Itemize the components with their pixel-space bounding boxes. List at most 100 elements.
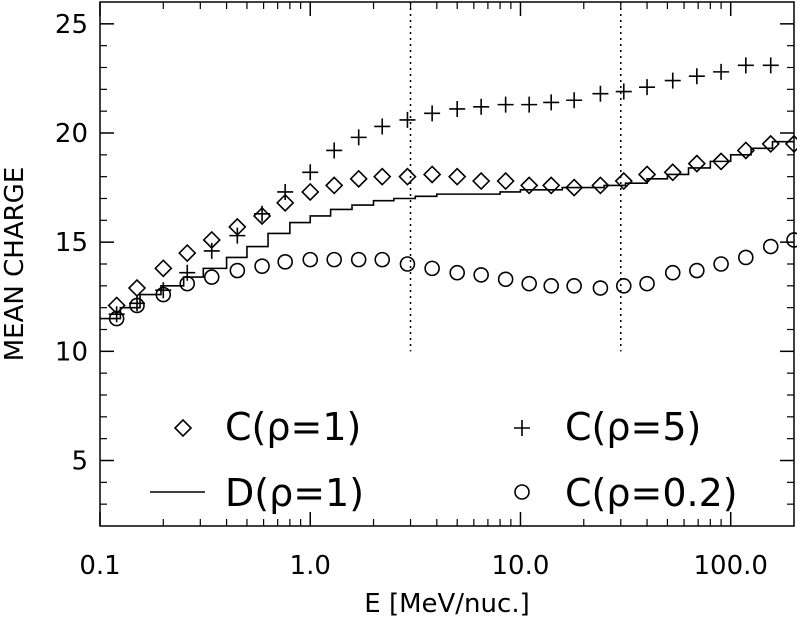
data-point-circle (449, 264, 465, 281)
data-point-diamond (542, 176, 561, 195)
y-tick-label: 25 (55, 10, 88, 40)
data-point-plus (497, 96, 514, 113)
y-tick-label: 15 (55, 228, 88, 258)
data-point-plus (399, 111, 416, 128)
y-tick-label: 5 (71, 447, 88, 477)
data-point-diamond (448, 167, 467, 186)
data-point-plus (277, 183, 294, 200)
data-point-circle (521, 275, 537, 292)
data-point-plus (688, 68, 705, 85)
data-point-plus (543, 94, 560, 111)
legend-circle-marker (514, 484, 530, 500)
legend-plus-marker (514, 420, 530, 436)
data-point-plus (374, 118, 391, 135)
data-point-diamond (325, 176, 344, 195)
data-point-circle (399, 256, 416, 272)
legend-item-c-rho-5: C(ρ=5) (514, 405, 701, 449)
data-point-diamond (614, 171, 633, 191)
data-point-circle (664, 264, 681, 281)
data-point-diamond (127, 278, 147, 298)
data-point-plus (473, 98, 490, 115)
tick-labels: 0.1 1.0 10.0 100.0 5 10 15 20 25 (55, 10, 768, 581)
data-point-diamond (276, 193, 295, 212)
data-point-circle (689, 262, 705, 279)
data-point-circle (543, 278, 559, 294)
y-tick-label: 20 (55, 119, 88, 149)
data-point-plus (566, 92, 583, 109)
data-point-diamond (711, 152, 731, 171)
data-point-plus (229, 227, 246, 244)
data-point-plus (664, 72, 681, 89)
data-point-diamond (520, 176, 539, 195)
data-point-plus (762, 57, 779, 74)
y-axis-label: MEAN CHARGE (0, 167, 30, 362)
axis-ticks (99, 2, 794, 526)
data-point-circle (277, 254, 293, 270)
legend-diamond-icon (173, 418, 193, 438)
data-point-circle (497, 271, 514, 288)
data-point-plus (424, 105, 441, 122)
data-point-circle (254, 258, 270, 274)
data-point-circle (473, 267, 489, 283)
data-point-diamond (496, 171, 515, 191)
data-point-circle (762, 238, 779, 255)
legend-label-c-rho-0-2: C(ρ=0.2) (565, 471, 738, 515)
x-tick-label: 10.0 (492, 551, 550, 581)
data-point-plus (254, 205, 271, 222)
legend-item-d-rho-1: D(ρ=1) (150, 471, 364, 515)
data-point-diamond (422, 165, 442, 184)
data-point-circle (639, 275, 655, 292)
x-tick-label: 100.0 (693, 551, 767, 581)
data-point-circle (424, 260, 440, 277)
data-point-diamond (663, 163, 682, 182)
legend-circle-icon (514, 484, 530, 500)
data-point-circle (326, 251, 342, 268)
data-point-diamond (761, 134, 780, 154)
data-point-diamond (565, 178, 584, 197)
y-tick-label: 10 (55, 337, 88, 367)
data-point-plus (639, 79, 656, 96)
data-point-circle (374, 251, 391, 268)
legend-item-c-rho-1: C(ρ=1) (173, 405, 361, 449)
data-point-diamond (301, 182, 320, 202)
data-point-diamond (373, 167, 392, 186)
legend-plus-icon (514, 420, 530, 436)
data-point-circle (129, 297, 145, 314)
data-point-circle (738, 249, 754, 266)
legend-label-c-rho-5: C(ρ=5) (565, 405, 701, 449)
data-point-diamond (784, 134, 797, 154)
data-point-plus (713, 63, 730, 80)
x-axis-label: E [MeV/nuc.] (364, 589, 529, 619)
legend-label-c-rho-1: C(ρ=1) (225, 405, 361, 449)
data-point-circle (350, 251, 367, 268)
data-point-diamond (687, 154, 706, 173)
data-point-plus (615, 83, 632, 100)
data-point-plus (521, 96, 538, 113)
data-point-plus (302, 164, 319, 181)
data-point-plus (203, 242, 220, 259)
data-point-plus (737, 57, 754, 74)
x-tick-label: 0.1 (79, 551, 120, 581)
data-point-diamond (398, 167, 417, 186)
data-point-circle (786, 232, 797, 248)
data-point-diamond (349, 169, 368, 188)
data-point-circle (229, 262, 246, 279)
data-point-plus (350, 129, 367, 146)
series-d-rho-1-step-line (100, 140, 794, 320)
data-point-diamond (591, 176, 610, 195)
data-point-plus (179, 264, 196, 281)
data-point-plus (449, 100, 466, 117)
data-point-diamond (472, 171, 491, 191)
data-marks (100, 57, 797, 327)
data-point-circle (615, 278, 632, 294)
data-point-circle (302, 251, 319, 268)
reference-lines (409, 2, 622, 352)
data-point-circle (566, 278, 582, 294)
data-point-diamond (178, 243, 197, 263)
legend-item-c-rho-0-2: C(ρ=0.2) (514, 471, 738, 515)
x-tick-label: 1.0 (290, 551, 331, 581)
data-point-diamond (154, 259, 173, 278)
legend-label-d-rho-1: D(ρ=1) (225, 471, 364, 515)
data-point-plus (592, 85, 609, 102)
